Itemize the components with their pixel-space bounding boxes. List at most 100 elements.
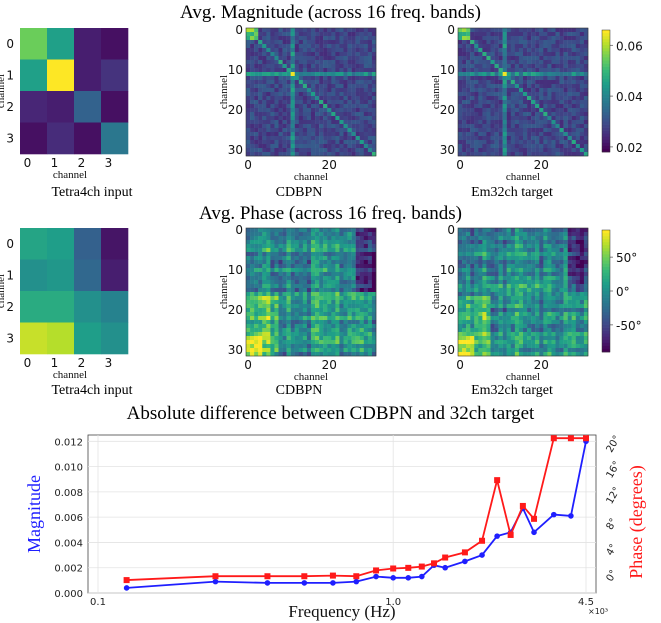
ph-cdbpn-cell: [311, 320, 316, 325]
mag-em32-cell: [547, 124, 552, 129]
ph-em32-cell: [466, 336, 471, 341]
mag-cdbpn-cell: [290, 28, 295, 33]
ph-cdbpn-cell: [323, 352, 328, 357]
ph-cdbpn-cell: [290, 340, 295, 345]
ph-em32-cell: [567, 232, 572, 237]
mag-cdbpn-cell: [278, 112, 283, 117]
ph-cdbpn-cell: [315, 308, 320, 313]
mag-cdbpn-cell: [331, 36, 336, 41]
ph-cdbpn-cell: [250, 304, 255, 309]
mag-em32-cell: [575, 56, 581, 61]
ph-em32-colorbar-step: [602, 260, 610, 264]
ph-em32-cell: [502, 336, 507, 341]
mag-em32-cell: [502, 72, 507, 77]
ph-em32-cell: [510, 340, 516, 345]
mag-em32-cell: [559, 140, 564, 145]
mag-cdbpn-cell: [315, 148, 320, 153]
mag-tetra-cell-0-2: [74, 28, 102, 60]
mag-cdbpn-cell: [359, 124, 365, 129]
mag-cdbpn-cell: [343, 44, 348, 49]
mag-em32-colorbar-step: [602, 84, 610, 89]
ph-cdbpn-cell: [250, 252, 255, 257]
ph-cdbpn-cell: [311, 292, 316, 297]
mag-em32-colorbar-step: [602, 54, 610, 58]
ph-em32-cell: [539, 280, 544, 285]
ph-em32-cell: [458, 316, 463, 321]
ph-cdbpn-cell: [343, 316, 348, 321]
ph-cdbpn-cell: [335, 232, 340, 237]
ph-em32-cell: [575, 244, 581, 249]
mag-cdbpn-cell: [331, 120, 336, 125]
mag-cdbpn-cell: [298, 28, 304, 33]
line-y2tick: 4°: [605, 542, 620, 557]
ph-cdbpn-cell: [250, 280, 255, 285]
mag-em32-colorbar-step: [602, 87, 610, 92]
ph-cdbpn-cell: [294, 236, 300, 241]
mag-em32-cell: [478, 112, 483, 117]
ph-cdbpn-cell: [371, 308, 377, 313]
ph-em32-cell: [563, 292, 568, 297]
ph-cdbpn-cell: [319, 260, 324, 265]
mag-em32-cell: [523, 116, 528, 121]
mag-em32-colorbar-step: [602, 130, 610, 134]
ph-cdbpn-cell: [331, 332, 336, 337]
mag-em32-cell: [474, 76, 479, 81]
mag-em32-cell: [466, 28, 471, 33]
mag-em32-cell: [506, 92, 512, 97]
ph-em32-cell: [563, 232, 568, 237]
mag-em32-cell: [539, 48, 544, 53]
mag-em32-cell: [559, 36, 564, 41]
mag-cdbpn-cell: [347, 72, 352, 77]
ph-em32-cell: [486, 248, 491, 253]
ph-cdbpn-cell: [290, 296, 295, 301]
ph-em32-cell: [486, 256, 491, 261]
mag-cdbpn-cell: [250, 44, 255, 49]
magnitude-series-point: [264, 580, 271, 586]
ph-cdbpn-cell: [315, 240, 320, 245]
ph-em32-cell: [506, 304, 512, 309]
ph-em32-cell: [527, 268, 532, 273]
mag-em32-cell: [518, 84, 524, 89]
phase-series-point: [123, 577, 130, 584]
ph-em32-cell: [583, 320, 589, 325]
ph-em32-cell: [470, 328, 475, 333]
mag-cdbpn-cell: [363, 136, 369, 141]
ph-cdbpn-cell: [286, 296, 291, 301]
mag-em32-cell: [518, 32, 524, 37]
ph-em32-cell: [551, 336, 556, 341]
ph-em32-cell: [583, 256, 589, 261]
mag-cdbpn-cell: [250, 32, 255, 37]
ph-em32-cell: [518, 352, 524, 357]
ph-em32-cell: [482, 272, 487, 277]
mag-cdbpn-cell: [367, 60, 373, 65]
ph-cdbpn-cell: [286, 284, 291, 289]
mag-cdbpn-cell: [335, 40, 340, 45]
mag-cdbpn-cell: [290, 64, 295, 69]
mag-cdbpn-cell: [278, 132, 283, 137]
ph-cdbpn-cell: [347, 264, 352, 269]
ph-em32-colorbar-step: [602, 336, 610, 341]
mag-cdbpn-cell: [282, 64, 287, 69]
mag-cdbpn-cell: [339, 96, 344, 101]
mag-cdbpn-cell: [331, 112, 336, 117]
ph-em32-cell: [523, 284, 528, 289]
ph-em32-cell: [559, 292, 564, 297]
ph-em32-cell: [575, 252, 581, 257]
ph-em32-cell: [531, 292, 536, 297]
mag-cdbpn-cell: [262, 84, 267, 89]
ph-em32-cell: [535, 276, 540, 281]
mag-cdbpn-cell: [274, 136, 279, 141]
mag-cdbpn-cell: [367, 148, 373, 153]
ph-em32-cell: [571, 244, 577, 249]
ph-em32-cell: [579, 240, 585, 245]
ph-em32-cell: [478, 296, 483, 301]
mag-em32-cell: [551, 48, 556, 53]
ph-em32-colorbar-step: [602, 257, 610, 261]
mag-em32-cell: [510, 96, 516, 101]
ph-em32-cell: [470, 240, 475, 245]
ph-cdbpn-cell: [246, 248, 251, 253]
mag-cdbpn-cell: [319, 140, 324, 145]
mag-cdbpn-cell: [347, 112, 352, 117]
ph-cdbpn-cell: [306, 308, 312, 313]
mag-cdbpn-cell: [250, 116, 255, 121]
